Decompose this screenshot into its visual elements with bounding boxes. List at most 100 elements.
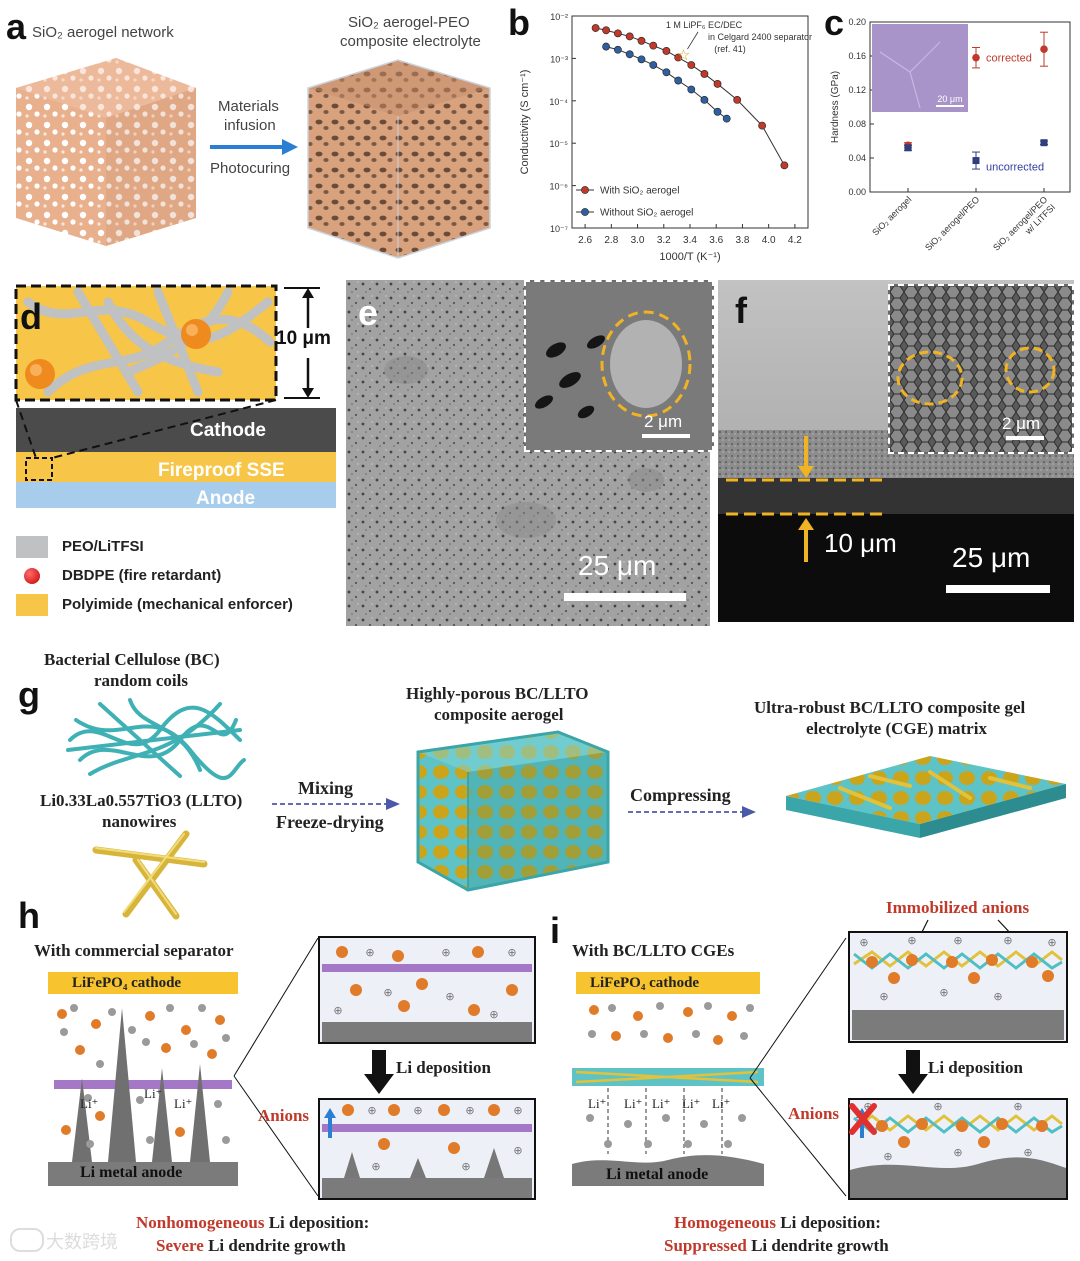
x-tick-label-b: 3.6 <box>709 235 723 246</box>
watermark-text: 大数跨境 <box>46 1232 118 1252</box>
infusion-arrow-icon <box>210 139 298 155</box>
li-deposition-text-i: Li deposition: <box>776 1213 881 1232</box>
y-tick-label-b: 10⁻³ <box>550 54 568 64</box>
dendrite-text-i: Li dendrite growth <box>746 1236 889 1255</box>
freeze-drying-label: Freeze-drying <box>276 812 384 832</box>
reference-star-marker: ☆ <box>677 46 690 64</box>
sem-f-thickness-label: 10 μm <box>824 528 897 558</box>
data-point-0 <box>613 29 622 38</box>
data-point-uncorrected <box>1040 139 1048 147</box>
x-tick-label-c: SiO₂ aerogel/PEO <box>923 194 981 252</box>
y-tick-label-b: 10⁻⁴ <box>549 97 568 107</box>
sse-thickness-label: 10 μm <box>276 328 331 349</box>
bc-coils-illustration <box>66 698 246 780</box>
data-point-uncorrected <box>904 144 912 152</box>
panel-h-anions-label: Anions <box>258 1106 310 1125</box>
sem-e-scale-label: 25 μm <box>578 550 657 581</box>
x-tick-label-b: 3.8 <box>735 235 749 246</box>
legend-label-b: Without SiO₂ aerogel <box>600 208 693 219</box>
compressing-arrow-icon <box>628 806 756 818</box>
plot-frame-c <box>869 21 1071 193</box>
bc-llto-cge-cell <box>572 972 764 1186</box>
series-line-1 <box>605 46 728 120</box>
svg-text:⊕: ⊕ <box>441 946 450 959</box>
svg-text:⊕: ⊕ <box>413 1104 422 1117</box>
x-tick-label-c: SiO₂ aerogel <box>870 194 913 237</box>
bc-label-1: Bacterial Cellulose (BC) <box>44 650 220 669</box>
data-point-0 <box>649 41 658 50</box>
legend-marker-b <box>581 208 589 216</box>
data-point-0 <box>687 61 696 69</box>
sem-image-surface <box>346 280 710 626</box>
li-deposition-arrow-i <box>898 1050 928 1094</box>
svg-text:⊕: ⊕ <box>907 934 916 947</box>
legend-peo-label: PEO/LiTFSI <box>62 538 144 555</box>
immobilized-anions-label: Immobilized anions <box>886 898 1030 917</box>
x-tick-label-b: 2.6 <box>578 235 592 246</box>
mixing-arrow-icon <box>272 798 400 810</box>
cge-matrix-slab <box>786 756 1066 838</box>
inset-f-scale-label: 2 μm <box>1002 414 1041 433</box>
hardness-chart: 0.00 0.04 0.08 0.12 0.16 0.20 Hardness (GPa) Si… <box>830 17 1071 253</box>
inset-c-scale-label: 20 μm <box>937 94 962 104</box>
y-axis-label-b: Conductivity (S cm⁻¹) <box>519 70 531 175</box>
aerogel-label-1: Highly-porous BC/LLTO <box>406 684 589 703</box>
x-tick-label-b: 3.2 <box>657 235 671 246</box>
data-point-1 <box>674 76 683 85</box>
x-tick-label-b: 2.8 <box>604 235 618 246</box>
svg-text:⊕: ⊕ <box>489 1008 498 1021</box>
svg-text:⊕: ⊕ <box>953 934 962 947</box>
data-point-1 <box>687 85 696 94</box>
x-tick-label-b: 4.2 <box>788 235 802 246</box>
panel-i-li-label-3: Li⁺ <box>652 1096 671 1111</box>
panel-h-li-label-2: Li⁺ <box>144 1086 163 1101</box>
panel-h-title: With commercial separator <box>34 941 234 960</box>
llto-label-2: nanowires <box>102 812 177 831</box>
data-point-0 <box>602 26 610 35</box>
data-point-0 <box>700 70 709 78</box>
bc-label-2: random coils <box>94 671 188 690</box>
sem-inset-cross-section: 2 μm <box>888 284 1074 454</box>
panel-i-caption-line-1: Homogeneous Li deposition: <box>674 1213 881 1233</box>
panel-h-li-label-3: Li⁺ <box>174 1096 193 1111</box>
svg-text:⊕: ⊕ <box>333 1004 342 1017</box>
y-tick-label-c: 0.08 <box>848 119 866 129</box>
panel-a-left-caption: SiO₂ aerogel network <box>32 24 174 41</box>
data-point-0 <box>758 121 767 130</box>
panel-h-caption-line-2: Severe Li dendrite growth <box>156 1236 346 1256</box>
x-tick-label-group-c: SiO₂ aerogel <box>870 194 913 237</box>
data-point-corrected <box>1040 45 1048 53</box>
legend-dbdpe-label: DBDPE (fire retardant) <box>62 567 222 584</box>
panel-label-b: b <box>508 2 530 43</box>
sse-layer-label: Fireproof SSE <box>158 460 285 481</box>
panel-label-d: d <box>20 296 42 337</box>
watermark-logo-icon <box>10 1228 44 1252</box>
panel-i-li-label-4: Li⁺ <box>682 1096 701 1111</box>
panel-i-cathode-label: LiFePO₄ cathode <box>590 975 700 991</box>
panel-a-arrow-bottom: Photocuring <box>210 160 291 177</box>
svg-text:⊕: ⊕ <box>1047 936 1056 949</box>
panel-i-caption-line-2: Suppressed Li dendrite growth <box>664 1236 889 1256</box>
composite-cube-image <box>307 59 491 259</box>
panel-h-zoom-bottom: ⊕ ⊕ ⊕ ⊕ ⊕ ⊕ ⊕ <box>318 1098 536 1200</box>
svg-text:⊕: ⊕ <box>365 946 374 959</box>
conductivity-chart: 2.6 2.8 3.0 3.2 3.4 3.6 3.8 4.0 4.2 10⁻⁷ 10⁻⁶ 10⁻⁵ 1… <box>519 12 812 263</box>
data-point-1 <box>602 42 610 51</box>
hardness-inset-image <box>872 24 968 112</box>
compressing-label: Compressing <box>630 785 731 805</box>
data-point-1 <box>722 114 731 123</box>
dendrite-text-h: Li dendrite growth <box>203 1236 346 1255</box>
panel-a-arrow-top-1: Materials <box>218 98 279 115</box>
data-point-1 <box>700 96 709 104</box>
uncorrected-label: uncorrected <box>986 161 1044 173</box>
li-deposition-text-h: Li deposition: <box>264 1213 370 1232</box>
panel-a-right-caption-2: composite electrolyte <box>340 33 481 50</box>
panel-label-a: a <box>6 6 27 47</box>
legend-marker-b <box>581 186 589 194</box>
annotation-line-2: in Celgard 2400 separator <box>708 32 812 42</box>
x-tick-label-b: 3.0 <box>631 235 645 246</box>
aerogel-cube-image <box>16 58 196 246</box>
panel-h-caption-line-1: Nonhomogeneous Li deposition: <box>136 1213 369 1233</box>
llto-label-1: Li0.33La0.557TiO3 (LLTO) <box>40 791 243 810</box>
panel-i-zoom-bottom: ⊕ ⊕ ⊕ ⊕ ⊕ ⊕ <box>848 1098 1068 1200</box>
